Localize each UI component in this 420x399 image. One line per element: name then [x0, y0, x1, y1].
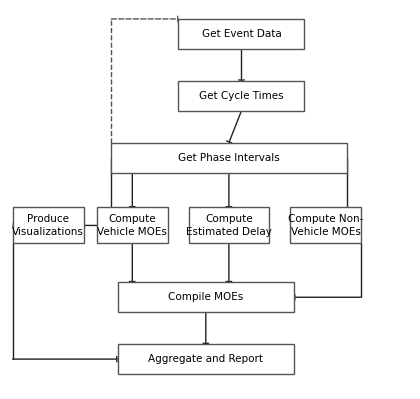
FancyBboxPatch shape [290, 207, 361, 243]
FancyBboxPatch shape [178, 19, 304, 49]
Text: Produce
Visualizations: Produce Visualizations [12, 214, 84, 237]
FancyBboxPatch shape [118, 282, 294, 312]
Text: Compute
Vehicle MOEs: Compute Vehicle MOEs [97, 214, 167, 237]
FancyBboxPatch shape [97, 207, 168, 243]
Text: Get Cycle Times: Get Cycle Times [199, 91, 284, 101]
Text: Compute
Estimated Delay: Compute Estimated Delay [186, 214, 272, 237]
FancyBboxPatch shape [13, 207, 84, 243]
Text: Get Phase Intervals: Get Phase Intervals [178, 152, 280, 163]
FancyBboxPatch shape [118, 344, 294, 374]
FancyBboxPatch shape [189, 207, 269, 243]
Text: Compile MOEs: Compile MOEs [168, 292, 244, 302]
FancyBboxPatch shape [111, 143, 346, 172]
FancyBboxPatch shape [178, 81, 304, 111]
Text: Compute Non-
Vehicle MOEs: Compute Non- Vehicle MOEs [288, 214, 363, 237]
Text: Get Event Data: Get Event Data [202, 29, 281, 39]
Text: Aggregate and Report: Aggregate and Report [148, 354, 263, 364]
